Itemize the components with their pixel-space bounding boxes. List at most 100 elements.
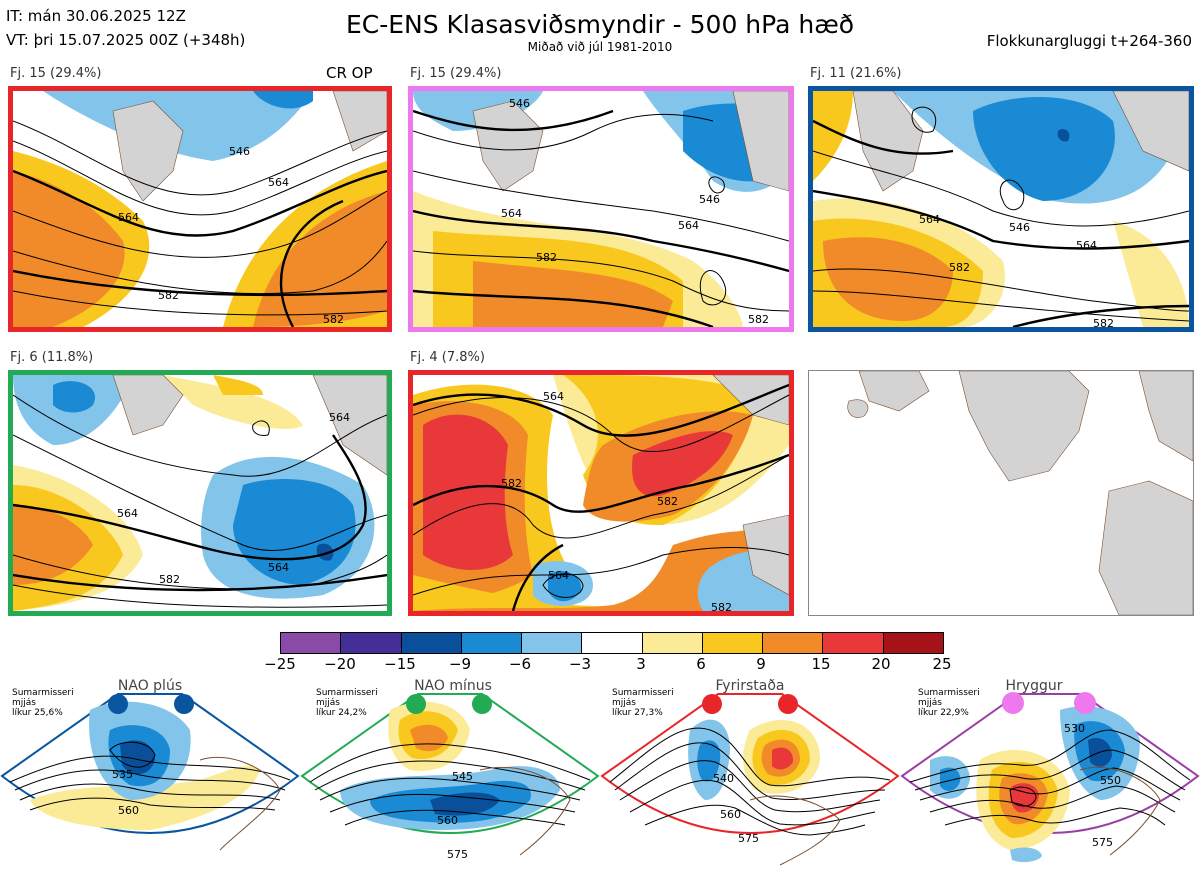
regime-3-marker-dot — [778, 694, 798, 714]
regime-4-info: Sumarmisseri mjjás líkur 22,9% — [918, 688, 980, 718]
regime-contour-label: 575 — [738, 832, 759, 845]
panel-5-label: Fj. 4 (7.8%) — [410, 350, 485, 365]
regime-1-title: NAO plús — [117, 678, 183, 694]
regime-1-marker-dot — [174, 694, 194, 714]
colorbar-tick: 25 — [932, 655, 952, 673]
contour-label: 564 — [118, 211, 139, 224]
init-time: IT: mán 30.06.2025 12Z — [6, 7, 186, 25]
contour-label: 582 — [1093, 317, 1114, 327]
contour-label: 564 — [117, 507, 138, 520]
contour-label: 582 — [323, 313, 344, 326]
regime-3-info: Sumarmisseri mjjás líkur 27,3% — [612, 688, 674, 718]
regime-4-map: 530 550 575 — [900, 693, 1200, 863]
regime-smoothing: mjjás — [612, 698, 636, 708]
regime-probability: líkur 22,9% — [918, 708, 969, 718]
climatology-subtitle: Miðað við júl 1981-2010 — [527, 40, 673, 54]
cluster-map-3: 546 564 564 582 582 — [808, 86, 1194, 332]
colorbar-segment — [763, 633, 824, 653]
contour-label: 546 — [1009, 221, 1030, 234]
regime-contour-label: 530 — [1064, 722, 1085, 735]
panel-1-label: Fj. 15 (29.4%) — [10, 66, 102, 81]
colorbar-tick: −6 — [508, 655, 532, 673]
contour-label: 582 — [748, 313, 769, 326]
regime-1-map: 535 560 — [0, 693, 300, 851]
contour-label: 564 — [1076, 239, 1097, 252]
contour-label: 564 — [501, 207, 522, 220]
regime-contour-label: 575 — [447, 848, 468, 861]
cluster-map-2: 546 546 564 564 582 582 — [408, 86, 794, 332]
regime-contour-label: 560 — [720, 808, 741, 821]
regime-smoothing: mjjás — [918, 698, 942, 708]
regime-2-marker-dot — [406, 694, 426, 714]
cluster-map-1: 546 564 564 582 582 — [8, 86, 392, 332]
regime-contour-label: 560 — [437, 814, 458, 827]
regime-season: Sumarmisseri — [612, 688, 674, 698]
colorbar-segment — [401, 633, 462, 653]
regime-4-marker-dot — [1074, 692, 1096, 714]
contour-label: 582 — [159, 573, 180, 586]
regime-3-title: Fyrirstaða — [715, 678, 785, 694]
regime-contour-label: 540 — [713, 772, 734, 785]
regime-smoothing: mjjás — [12, 698, 36, 708]
colorbar-segment — [823, 633, 884, 653]
classification-window: Flokkunargluggi t+264-360 — [986, 32, 1192, 50]
contour-label: 564 — [268, 561, 289, 574]
regime-2-map: 545 560 575 — [300, 693, 600, 861]
regime-1-info: Sumarmisseri mjjás líkur 25,6% — [12, 688, 74, 718]
contour-label: 546 — [229, 145, 250, 158]
regime-4-title: Hryggur — [1005, 678, 1063, 694]
contour-label: 582 — [711, 601, 732, 611]
colorbar-segment — [281, 633, 342, 653]
valid-time: VT: þri 15.07.2025 00Z (+348h) — [6, 31, 246, 49]
colorbar-tick: 6 — [696, 655, 706, 673]
colorbar-segment — [341, 633, 402, 653]
colorbar-tick: −25 — [264, 655, 296, 673]
colorbar-tick: −15 — [384, 655, 416, 673]
regime-contour-label: 545 — [452, 770, 473, 783]
regime-contour-label: 560 — [118, 804, 139, 817]
contour-label: 582 — [657, 495, 678, 508]
colorbar-segment — [883, 633, 943, 653]
colorbar-tick: 9 — [756, 655, 766, 673]
page-title: EC-ENS Klasasviðsmyndir - 500 hPa hæð — [345, 10, 855, 39]
panel-4-label: Fj. 6 (11.8%) — [10, 350, 94, 365]
contour-label: 582 — [536, 251, 557, 264]
colorbar-tick: −9 — [448, 655, 472, 673]
regime-season: Sumarmisseri — [12, 688, 74, 698]
panel-2-label: Fj. 15 (29.4%) — [410, 66, 502, 81]
colorbar-segment — [582, 633, 643, 653]
contour-label: 582 — [949, 261, 970, 274]
cluster-map-5: 564 564 582 582 582 — [408, 370, 794, 616]
cluster-map-4: 564 564 564 582 — [8, 370, 392, 616]
contour-label: 564 — [268, 176, 289, 189]
regime-season: Sumarmisseri — [918, 688, 980, 698]
colorbar-tick: −20 — [324, 655, 356, 673]
regime-contour-label: 575 — [1092, 836, 1113, 849]
colorbar — [280, 632, 944, 654]
colorbar-segment — [702, 633, 764, 653]
regime-3-marker-dot — [702, 694, 722, 714]
colorbar-tick: −3 — [568, 655, 592, 673]
contour-label: 582 — [158, 289, 179, 302]
contour-label: 546 — [699, 193, 720, 206]
regime-2-info: Sumarmisseri mjjás líkur 24,2% — [316, 688, 378, 718]
regime-probability: líkur 27,3% — [612, 708, 663, 718]
empty-map-panel — [808, 370, 1194, 616]
regime-smoothing: mjjás — [316, 698, 340, 708]
colorbar-segment — [522, 633, 583, 653]
regime-probability: líkur 25,6% — [12, 708, 63, 718]
regime-2-marker-dot — [472, 694, 492, 714]
colorbar-segment — [642, 633, 703, 653]
colorbar-tick: 20 — [871, 655, 891, 673]
regime-1-marker-dot — [108, 694, 128, 714]
contour-label: 564 — [548, 569, 569, 582]
panel-3-label: Fj. 11 (21.6%) — [810, 66, 902, 81]
regime-contour-label: 550 — [1100, 774, 1121, 787]
contour-label: 582 — [501, 477, 522, 490]
regime-season: Sumarmisseri — [316, 688, 378, 698]
panel-1-tag: CR OP — [326, 64, 373, 82]
regime-2-title: NAO mínus — [414, 678, 492, 694]
contour-label: 564 — [678, 219, 699, 232]
regime-3-map: 540 560 575 — [600, 693, 900, 866]
colorbar-tick: 15 — [811, 655, 831, 673]
